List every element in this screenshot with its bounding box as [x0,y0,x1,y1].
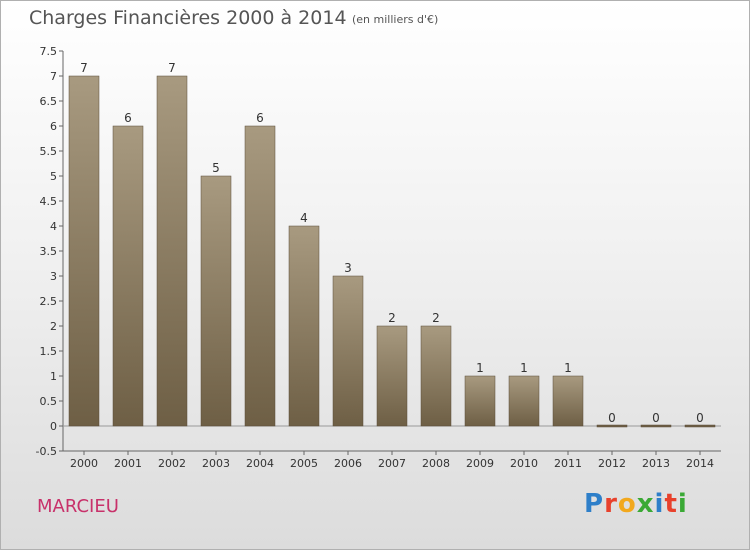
data-label-2007: 2 [388,311,396,325]
x-tick-label-2000: 2000 [70,457,98,470]
x-tick-label-2006: 2006 [334,457,362,470]
data-label-2001: 6 [124,111,132,125]
x-tick-label-2011: 2011 [554,457,582,470]
data-label-2012: 0 [608,411,616,425]
x-tick-label-2014: 2014 [686,457,714,470]
x-tick-label-2004: 2004 [246,457,274,470]
logo-letter: P [584,489,605,519]
commune-name: MARCIEU [37,496,119,517]
bar-2014 [684,424,716,428]
x-tick-label-2008: 2008 [422,457,450,470]
y-tick-label: 0.5 [40,395,58,408]
y-tick-label: 1.5 [40,345,58,358]
y-tick-label: 6.5 [40,95,58,108]
x-tick-label-2007: 2007 [378,457,406,470]
bar-2008 [420,325,452,427]
logo-letter: i [654,489,665,519]
unit-label: (en milliers d'€) [352,13,439,26]
logo-letter: o [617,489,637,519]
bar-2005 [288,225,320,427]
data-label-2011: 1 [564,361,572,375]
data-label-2014: 0 [696,411,704,425]
y-tick-label: 5.5 [40,145,58,158]
data-label-2013: 0 [652,411,660,425]
bar-2011 [552,375,584,427]
logo-letter: x [636,489,655,519]
x-tick-label-2010: 2010 [510,457,538,470]
bar-2004 [244,125,276,427]
y-tick-label: 1 [50,370,57,383]
x-tick-label-2005: 2005 [290,457,318,470]
data-label-2006: 3 [344,261,352,275]
logo-letter: i [677,489,688,519]
data-label-2002: 7 [168,61,176,75]
bar-2012 [596,424,628,428]
bar-2003 [200,175,232,427]
y-tick-label: 7.5 [40,45,58,58]
chart-title: Charges Financières 2000 à 2014 [29,7,347,29]
y-tick-label: 7 [50,70,57,83]
y-tick-label: 2.5 [40,295,58,308]
data-label-2000: 7 [80,61,88,75]
bar-2007 [376,325,408,427]
logo-letter: r [604,489,618,519]
y-tick-label: 3 [50,270,57,283]
bar-2006 [332,275,364,427]
y-tick-label: 2 [50,320,57,333]
proxiti-logo[interactable]: Proxiti [584,489,688,519]
data-label-2009: 1 [476,361,484,375]
x-tick-label-2013: 2013 [642,457,670,470]
data-label-2004: 6 [256,111,264,125]
bar-2001 [112,125,144,427]
y-tick-label: 4 [50,220,57,233]
data-label-2008: 2 [432,311,440,325]
y-tick-label: 4.5 [40,195,58,208]
y-tick-label: 0 [50,420,57,433]
x-tick-label-2003: 2003 [202,457,230,470]
y-tick-label: -0.5 [36,445,57,458]
bar-2013 [640,424,672,428]
data-label-2005: 4 [300,211,308,225]
data-label-2010: 1 [520,361,528,375]
y-tick-label: 3.5 [40,245,58,258]
data-label-2003: 5 [212,161,220,175]
bar-2010 [508,375,540,427]
x-tick-label-2012: 2012 [598,457,626,470]
bar-2002 [156,75,188,427]
logo-letter: t [664,489,678,519]
y-tick-label: 5 [50,170,57,183]
bar-2000 [68,75,100,427]
y-tick-label: 6 [50,120,57,133]
x-tick-label-2002: 2002 [158,457,186,470]
x-tick-label-2009: 2009 [466,457,494,470]
bar-2009 [464,375,496,427]
x-tick-label-2001: 2001 [114,457,142,470]
